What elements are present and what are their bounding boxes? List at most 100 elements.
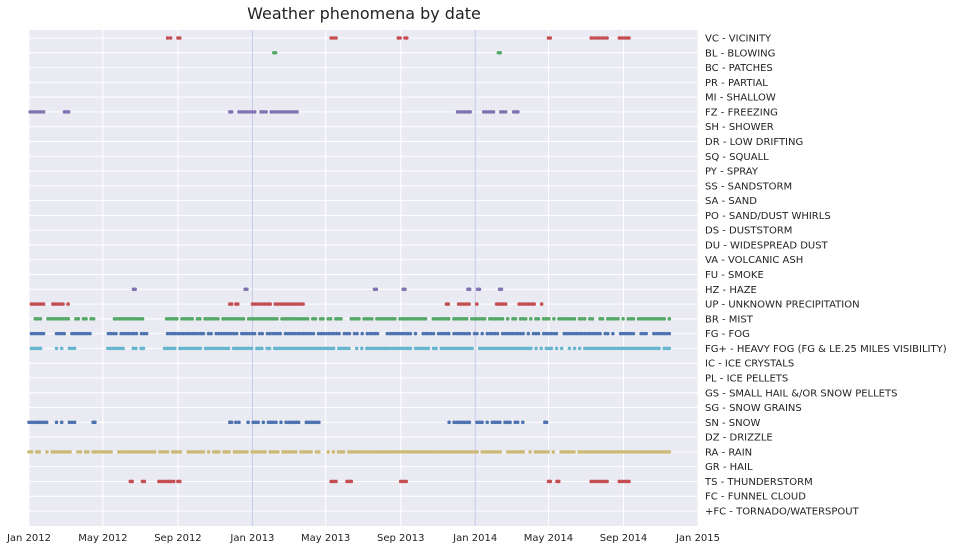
data-point bbox=[301, 302, 305, 306]
data-point bbox=[271, 450, 275, 454]
data-point bbox=[592, 450, 597, 454]
data-point bbox=[589, 479, 593, 484]
data-point bbox=[395, 346, 400, 351]
data-point bbox=[434, 346, 438, 351]
data-point bbox=[309, 420, 314, 425]
data-point bbox=[48, 317, 53, 321]
data-point bbox=[465, 110, 470, 114]
data-point bbox=[326, 450, 331, 454]
data-point bbox=[59, 331, 64, 336]
data-point bbox=[626, 450, 630, 454]
data-point bbox=[641, 450, 646, 454]
data-point bbox=[567, 450, 571, 454]
data-point bbox=[411, 450, 415, 454]
data-point bbox=[249, 317, 253, 321]
data-point bbox=[622, 36, 626, 40]
data-point bbox=[190, 317, 194, 321]
data-point bbox=[36, 110, 41, 114]
data-point bbox=[493, 450, 497, 454]
x-tick-label: Sep 2012 bbox=[154, 533, 201, 544]
data-point bbox=[644, 331, 648, 336]
data-point bbox=[395, 450, 400, 454]
data-point bbox=[65, 450, 70, 454]
data-point bbox=[506, 346, 510, 351]
data-point bbox=[373, 331, 377, 336]
data-point bbox=[562, 331, 566, 336]
data-point bbox=[495, 450, 500, 454]
data-point bbox=[472, 317, 477, 321]
data-point bbox=[600, 479, 604, 484]
data-point bbox=[306, 450, 311, 454]
data-point bbox=[300, 317, 305, 321]
data-point bbox=[349, 450, 354, 454]
data-point bbox=[252, 331, 257, 336]
data-point bbox=[254, 317, 259, 321]
data-point bbox=[178, 346, 182, 351]
data-point bbox=[240, 331, 244, 336]
data-point bbox=[39, 110, 43, 114]
data-point bbox=[216, 346, 221, 351]
data-point bbox=[464, 317, 469, 321]
data-point bbox=[546, 450, 550, 454]
data-point bbox=[519, 302, 524, 306]
data-point bbox=[260, 302, 265, 306]
data-point bbox=[72, 331, 77, 336]
data-point bbox=[158, 450, 162, 454]
data-point bbox=[374, 287, 379, 292]
data-point bbox=[66, 110, 71, 114]
data-point bbox=[488, 450, 492, 454]
data-point bbox=[654, 331, 659, 336]
data-point bbox=[247, 110, 252, 114]
data-point bbox=[495, 331, 500, 336]
data-point bbox=[481, 110, 486, 114]
data-point bbox=[178, 450, 183, 454]
data-point bbox=[594, 479, 599, 484]
data-point bbox=[495, 317, 500, 321]
data-point bbox=[255, 450, 260, 454]
data-point bbox=[76, 450, 80, 454]
data-point bbox=[140, 450, 144, 454]
data-point bbox=[595, 331, 600, 336]
data-point bbox=[273, 302, 278, 306]
data-point bbox=[631, 450, 635, 454]
data-point bbox=[260, 346, 264, 351]
data-point bbox=[485, 346, 490, 351]
data-point bbox=[567, 331, 572, 336]
data-point bbox=[526, 346, 531, 351]
data-point bbox=[454, 450, 459, 454]
data-point bbox=[142, 479, 147, 484]
data-point bbox=[385, 346, 390, 351]
data-point bbox=[503, 346, 508, 351]
data-point bbox=[467, 287, 472, 292]
data-point bbox=[577, 450, 581, 454]
data-point bbox=[398, 317, 402, 321]
data-point bbox=[580, 331, 584, 336]
data-point bbox=[70, 346, 74, 351]
data-point bbox=[541, 317, 546, 321]
data-point bbox=[354, 317, 359, 321]
data-point bbox=[511, 331, 515, 336]
data-point bbox=[214, 450, 219, 454]
data-point bbox=[85, 331, 90, 336]
x-tick-label: Jan 2015 bbox=[675, 533, 720, 544]
data-point bbox=[403, 346, 408, 351]
data-point bbox=[664, 450, 669, 454]
data-point bbox=[618, 450, 623, 454]
data-point bbox=[418, 450, 423, 454]
data-point bbox=[278, 346, 282, 351]
data-point bbox=[600, 450, 605, 454]
data-point bbox=[282, 110, 286, 114]
data-point bbox=[133, 317, 137, 321]
data-point bbox=[385, 331, 390, 336]
data-point bbox=[139, 331, 144, 336]
data-point bbox=[41, 331, 46, 336]
data-point bbox=[91, 317, 96, 321]
data-point bbox=[211, 450, 216, 454]
data-point bbox=[505, 420, 510, 425]
data-point bbox=[570, 317, 574, 321]
data-point bbox=[209, 331, 213, 336]
data-point bbox=[199, 450, 203, 454]
data-point bbox=[552, 317, 556, 321]
data-point bbox=[283, 450, 288, 454]
data-point bbox=[112, 317, 117, 321]
